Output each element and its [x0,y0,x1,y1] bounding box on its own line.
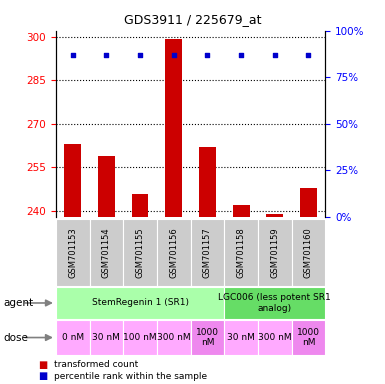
Bar [191,320,224,355]
Bar [132,194,149,217]
Text: 0 nM: 0 nM [62,333,84,342]
Text: agent: agent [4,298,34,308]
Text: GSM701157: GSM701157 [203,227,212,278]
Text: GSM701159: GSM701159 [270,227,279,278]
Text: percentile rank within the sample: percentile rank within the sample [54,372,207,381]
Bar [56,219,89,286]
Bar [123,219,157,286]
Bar [123,320,157,355]
Bar [224,287,325,319]
Bar [98,156,115,217]
Bar [258,219,292,286]
Bar [56,287,224,319]
Text: GSM701153: GSM701153 [68,227,77,278]
Bar [258,320,292,355]
Point [238,52,244,58]
Bar [292,320,325,355]
Bar [266,214,283,217]
Bar [199,147,216,217]
Text: LGC006 (less potent SR1
analog): LGC006 (less potent SR1 analog) [218,293,331,313]
Bar [300,188,317,217]
Bar [292,219,325,286]
Text: 1000
nM: 1000 nM [297,328,320,347]
Point [103,52,109,58]
Text: 100 nM: 100 nM [123,333,157,342]
Text: ■: ■ [38,360,48,370]
Text: 30 nM: 30 nM [92,333,120,342]
Bar [224,219,258,286]
Bar [191,219,224,286]
Text: GSM701156: GSM701156 [169,227,178,278]
Text: GSM701158: GSM701158 [237,227,246,278]
Point [137,52,143,58]
Text: 30 nM: 30 nM [227,333,255,342]
Point [204,52,211,58]
Bar [233,205,249,217]
Text: ■: ■ [38,371,48,381]
Point [272,52,278,58]
Bar [64,144,81,217]
Text: GSM701154: GSM701154 [102,227,111,278]
Text: GDS3911 / 225679_at: GDS3911 / 225679_at [124,13,261,26]
Bar [56,320,89,355]
Bar [89,320,123,355]
Bar [165,40,182,217]
Text: StemRegenin 1 (SR1): StemRegenin 1 (SR1) [92,298,189,308]
Text: GSM701160: GSM701160 [304,227,313,278]
Text: transformed count: transformed count [54,360,138,369]
Text: GSM701155: GSM701155 [136,227,144,278]
Text: 300 nM: 300 nM [258,333,291,342]
Bar [157,219,191,286]
Text: 1000
nM: 1000 nM [196,328,219,347]
Text: dose: dose [4,333,29,343]
Bar [157,320,191,355]
Text: 300 nM: 300 nM [157,333,191,342]
Bar [224,320,258,355]
Point [171,52,177,58]
Point [70,52,76,58]
Bar [89,219,123,286]
Point [305,52,311,58]
